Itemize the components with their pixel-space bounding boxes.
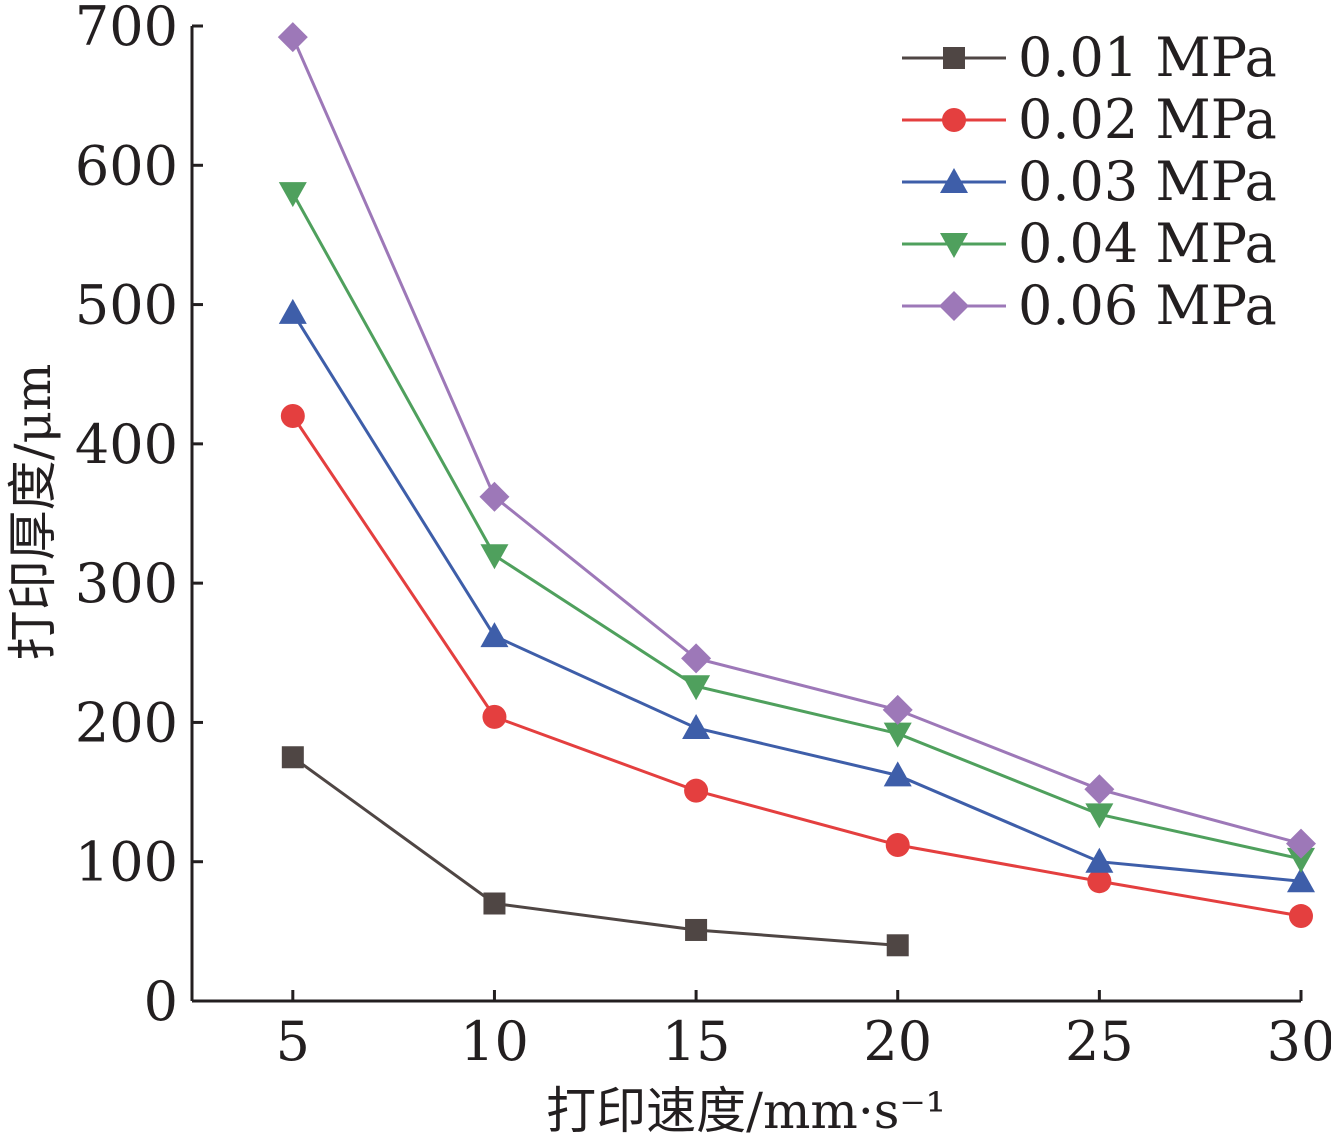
data-point — [682, 714, 711, 739]
data-point — [939, 291, 969, 321]
series-layer — [277, 22, 1316, 957]
data-point — [1289, 904, 1313, 929]
y-tick-label: 200 — [75, 691, 178, 754]
data-point — [942, 108, 966, 132]
legend-label: 0.01 MPa — [1018, 26, 1277, 89]
x-tick-label: 30 — [1267, 1010, 1331, 1073]
x-tick-label: 10 — [460, 1010, 529, 1073]
data-point — [882, 694, 913, 725]
data-point — [940, 168, 968, 193]
series-line — [291, 36, 1302, 846]
series-3 — [278, 298, 1315, 893]
data-point — [1287, 847, 1315, 873]
legend-item: 0.06 MPa — [902, 274, 1277, 337]
x-tick-label: 15 — [662, 1010, 731, 1073]
legend-item: 0.03 MPa — [902, 150, 1277, 213]
legend-label: 0.06 MPa — [1018, 274, 1277, 337]
data-point — [277, 22, 308, 53]
y-tick-label: 0 — [144, 970, 178, 1033]
data-point — [1087, 869, 1112, 894]
data-point — [943, 47, 965, 69]
data-point — [883, 722, 912, 748]
y-tick-label: 300 — [75, 552, 178, 615]
data-point — [1085, 803, 1114, 829]
data-point — [278, 298, 307, 324]
series-line — [291, 312, 1302, 883]
data-point — [483, 892, 506, 915]
data-point — [1286, 828, 1316, 859]
data-point — [480, 622, 509, 648]
data-point — [886, 934, 909, 957]
series-line — [291, 192, 1302, 861]
data-point — [278, 182, 307, 208]
y-axis-label: 打印厚度/μm — [4, 364, 62, 661]
data-point — [480, 544, 509, 570]
data-point — [280, 404, 305, 428]
legend-item: 0.04 MPa — [902, 212, 1277, 275]
data-point — [682, 675, 711, 701]
series-4 — [278, 182, 1315, 873]
data-point — [940, 233, 968, 258]
data-point — [1085, 847, 1114, 873]
y-tick-label: 700 — [75, 0, 178, 58]
y-tick-label: 400 — [75, 413, 178, 476]
data-point — [685, 918, 708, 941]
data-point — [885, 833, 910, 857]
legend-label: 0.04 MPa — [1018, 212, 1277, 275]
x-tick-label: 25 — [1065, 1010, 1134, 1073]
series-line — [291, 756, 898, 947]
series-5 — [277, 22, 1316, 859]
legend-label: 0.03 MPa — [1018, 150, 1277, 213]
y-tick-label: 500 — [75, 274, 178, 337]
data-point — [883, 761, 912, 787]
x-axis-label: 打印速度/mm·s⁻¹ — [546, 1082, 946, 1140]
data-point — [681, 643, 712, 674]
series-1 — [281, 746, 909, 957]
legend-item: 0.02 MPa — [902, 88, 1277, 151]
data-point — [1084, 774, 1115, 805]
legend-item: 0.01 MPa — [902, 26, 1277, 89]
series-line — [291, 415, 1302, 918]
x-tick-label: 5 — [276, 1010, 310, 1073]
y-tick-label: 100 — [75, 831, 178, 894]
legend-label: 0.02 MPa — [1018, 88, 1277, 151]
series-2 — [280, 404, 1313, 929]
x-tick-label: 20 — [863, 1010, 932, 1073]
data-point — [684, 778, 709, 803]
axes — [190, 26, 1301, 1003]
data-point — [281, 746, 304, 769]
data-point — [479, 481, 510, 512]
data-point — [482, 704, 507, 729]
y-tick-label: 600 — [75, 134, 178, 197]
data-point — [1287, 867, 1315, 893]
